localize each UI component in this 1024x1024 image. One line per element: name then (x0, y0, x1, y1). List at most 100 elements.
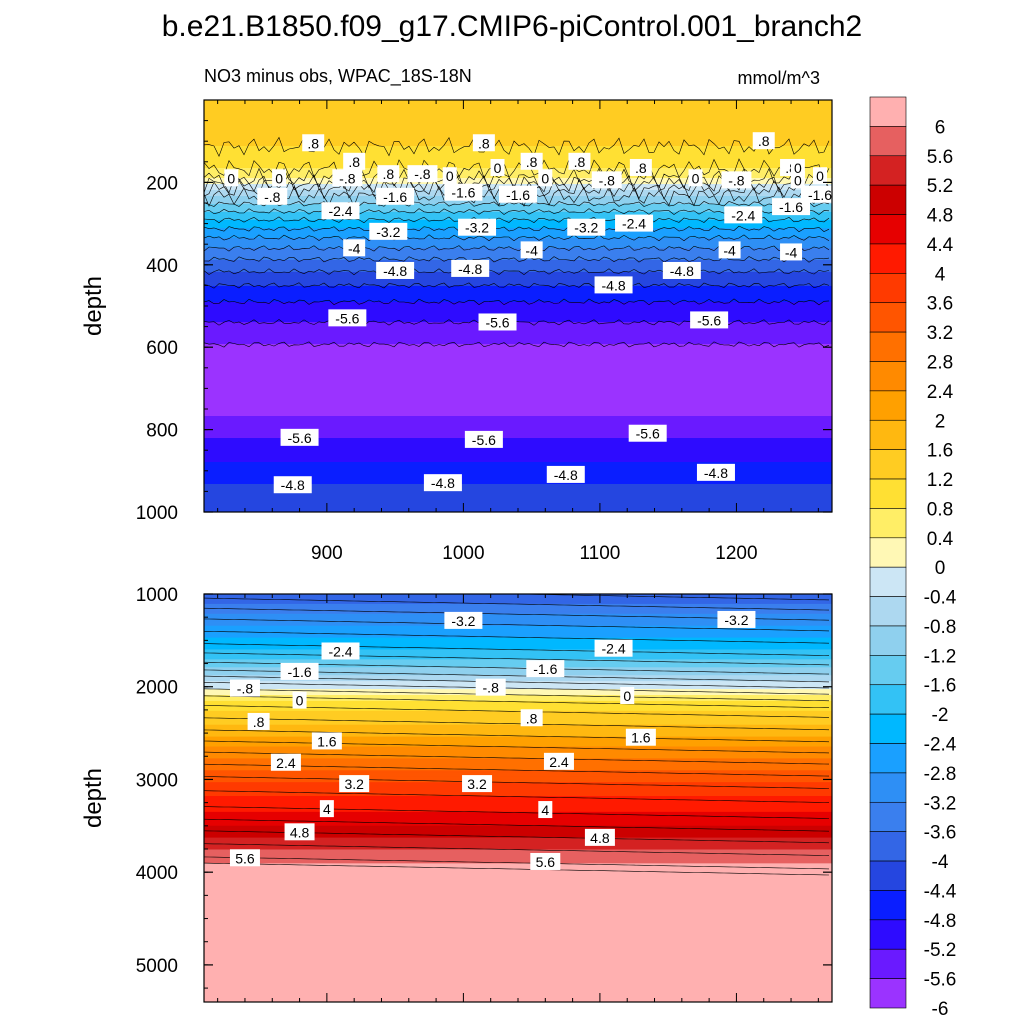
contour-label: .8 (377, 165, 400, 183)
contour-label-text: -3.2 (376, 224, 400, 240)
colorbar-level-label: 2 (935, 411, 946, 432)
contour-line (204, 740, 830, 754)
contour-label: -.8 (721, 171, 752, 189)
contour-band (204, 258, 832, 261)
contour-label: 5.6 (229, 849, 260, 867)
contour-label-box (688, 169, 703, 187)
contour-band (204, 320, 832, 323)
contour-label-box (343, 239, 366, 257)
contour-band (204, 294, 832, 297)
contour-label: -3.2 (458, 218, 497, 236)
contour-label-text: -.8 (483, 680, 500, 696)
contour-label-box (444, 183, 483, 201)
colorbar-level-label: -4.4 (924, 881, 957, 902)
contour-band (204, 708, 832, 712)
contour-band (204, 444, 832, 447)
contour-line (204, 234, 830, 242)
contour-label: -5.6 (478, 313, 517, 331)
contour-band (204, 970, 832, 973)
contour-label: -3.2 (717, 610, 756, 628)
contour-label-box (229, 679, 260, 697)
contour-label: -4 (718, 241, 741, 259)
contour-band (204, 150, 832, 153)
contour-band (204, 394, 832, 397)
contour-label: -1.6 (526, 660, 565, 678)
contour-label-text: .8 (382, 166, 394, 182)
contour-label-text: .8 (253, 714, 265, 730)
contour-band (204, 302, 832, 305)
contour-label-text: .8 (758, 133, 770, 149)
contour-label-text: -4 (785, 244, 798, 260)
contour-label-box (801, 185, 839, 203)
contour-band (204, 502, 832, 505)
colorbar-swatch (869, 860, 907, 891)
contour-label-text: -2.4 (328, 203, 352, 219)
contour-band (204, 881, 832, 884)
contour-label-text: -5.6 (636, 426, 660, 442)
contour-band (204, 172, 832, 175)
contour-band (204, 376, 832, 379)
contour-band (204, 900, 832, 904)
contour-band (204, 290, 832, 293)
contour-band (204, 681, 832, 684)
contour-band (204, 639, 832, 643)
contour-label-box (302, 134, 325, 152)
contour-label-text: 0 (227, 170, 235, 186)
contour-band (204, 750, 832, 754)
contour-label-box (543, 752, 574, 770)
contour-label: -.8 (332, 169, 363, 187)
contour-band (204, 938, 832, 942)
contour-band (204, 776, 832, 779)
contour-band (204, 766, 832, 769)
contour-label-box (332, 169, 363, 187)
contour-label: 0 (490, 158, 505, 176)
contour-label-box (270, 753, 301, 771)
contour-label: .8 (520, 152, 543, 170)
colorbar-level-label: -2.4 (924, 735, 957, 756)
contour-band (204, 386, 832, 389)
contour-label: -3.2 (444, 611, 483, 629)
contour-label-text: 0 (275, 170, 283, 186)
colorbar-swatch (869, 566, 907, 597)
contour-band (204, 629, 832, 633)
contour-label: -3.2 (369, 222, 408, 240)
contour-band (204, 402, 832, 405)
colorbar-swatch (869, 890, 907, 921)
contour-band (204, 156, 832, 159)
contour-band (204, 284, 832, 287)
contour-band (204, 930, 832, 934)
contour-label-box (530, 852, 561, 870)
contour-band (204, 918, 832, 922)
contour-label-box (273, 476, 312, 494)
contour-band (204, 649, 832, 653)
contour-band (204, 605, 832, 609)
contour-band (204, 891, 832, 894)
contour-band (204, 667, 832, 670)
contour-band (204, 607, 832, 611)
contour-band (204, 906, 832, 910)
contour-band (204, 292, 832, 295)
contour-line (204, 597, 830, 611)
contour-label: -5.6 (690, 311, 729, 329)
contour-band (204, 936, 832, 940)
contour-band (204, 344, 832, 347)
contour-label-text: -.8 (264, 189, 281, 205)
contour-band (204, 148, 832, 151)
contour-label-text: 2.4 (549, 754, 569, 770)
contour-band (204, 902, 832, 906)
contour-label-box (451, 259, 490, 277)
contour-band (204, 827, 832, 831)
contour-label-text: -4 (525, 242, 538, 258)
panel-units-label: mmol/m^3 (738, 68, 820, 88)
colorbar-swatch (869, 449, 907, 480)
contour-band (204, 851, 832, 855)
contour-label-box (717, 610, 756, 628)
contour-band (204, 484, 832, 487)
contour-label-box (490, 158, 505, 176)
contour-label-text: -2.4 (328, 643, 352, 659)
contour-band (204, 978, 832, 981)
contour-band (204, 204, 832, 207)
contour-band (204, 597, 832, 601)
contour-band (204, 256, 832, 259)
contour-label-box (615, 214, 654, 232)
